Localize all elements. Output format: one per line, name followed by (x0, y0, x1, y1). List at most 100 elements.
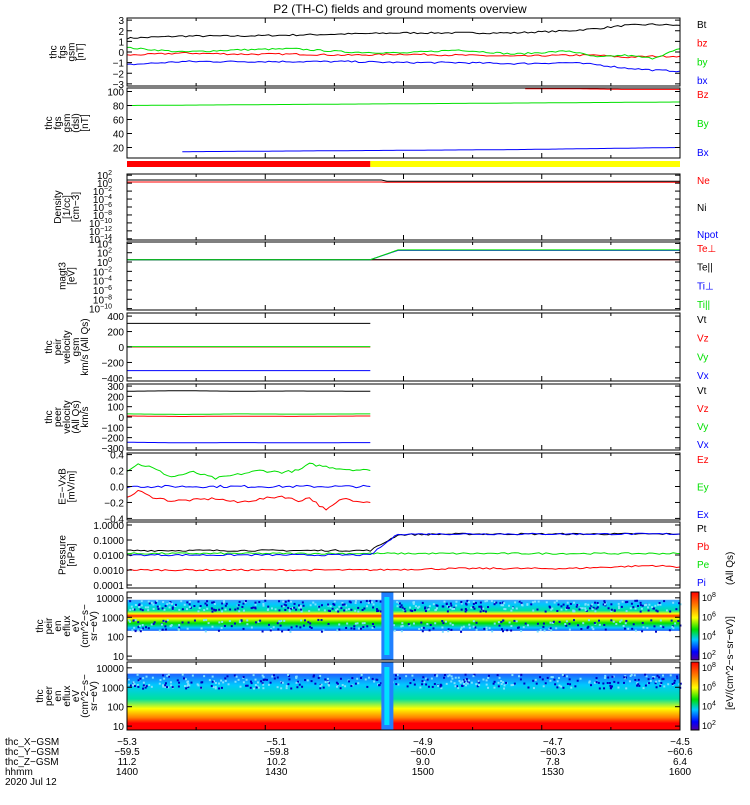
spectrogram-speckle (396, 601, 398, 603)
spectrogram-speckle (255, 684, 257, 686)
spectrogram-speckle (569, 678, 571, 680)
spectrogram-speckle (497, 674, 499, 676)
spectrogram-speckle (540, 629, 542, 631)
spectrogram-speckle (465, 684, 467, 686)
spectrogram-speckle (487, 677, 489, 679)
y-tick-label: 0 (118, 48, 124, 59)
spectrogram-speckle (363, 607, 365, 609)
spectrogram-speckle (353, 625, 355, 627)
spectrogram-speckle (293, 607, 295, 609)
series-line-Vy (127, 414, 370, 415)
spectrogram-speckle (450, 629, 452, 631)
spectrogram-speckle (455, 677, 457, 679)
spectrogram-speckle (562, 687, 564, 689)
spectrogram-speckle (498, 621, 500, 623)
spectrogram-speckle (602, 682, 604, 684)
spectrogram-speckle (262, 603, 264, 605)
spectrogram-speckle (321, 631, 323, 633)
spectrogram-speckle (201, 681, 203, 683)
legend-entry-Pi: Pi (697, 578, 706, 589)
spectrogram-speckle (415, 605, 417, 607)
colorbar-label: [eV/(cm^2−s−sr−eV)] (725, 616, 736, 710)
spectrogram-speckle (429, 629, 431, 631)
spectrogram-speckle (651, 606, 653, 608)
y-tick-label: 1.0000 (93, 521, 124, 532)
spectrogram-speckle (608, 607, 610, 609)
spectrogram-speckle (317, 619, 319, 621)
spectrogram-speckle (443, 677, 445, 679)
y-tick-label: 80 (113, 102, 125, 113)
spectrogram-speckle (584, 607, 586, 609)
spectrogram-speckle (310, 604, 312, 606)
spectrogram-speckle (211, 685, 213, 687)
spectrogram-speckle (239, 601, 241, 603)
spectrogram-speckle (337, 611, 339, 613)
spectrogram-speckle (597, 606, 599, 608)
spectrogram-speckle (480, 611, 482, 613)
spectrogram-speckle (444, 674, 446, 676)
spectrogram-speckle (355, 623, 357, 625)
spectrogram-speckle (166, 686, 168, 688)
spectrogram-speckle (395, 683, 397, 685)
spectrogram-speckle (508, 605, 510, 607)
spectrogram-speckle (505, 682, 507, 684)
spectrogram-speckle (627, 628, 629, 630)
spectrogram-speckle (243, 676, 245, 678)
spectrogram-speckle (314, 603, 316, 605)
spectrogram-speckle (621, 606, 623, 608)
colorbar-tick-label: 106 (702, 681, 716, 692)
spectrogram-speckle (203, 609, 205, 611)
spectrogram-speckle (285, 601, 287, 603)
spectrogram-speckle (669, 629, 671, 631)
spectrogram-speckle (358, 628, 360, 630)
spectrogram-speckle (218, 683, 220, 685)
spectrogram-speckle (588, 619, 590, 621)
figure-title: P2 (TH-C) fields and ground moments over… (273, 2, 527, 16)
spectrogram-speckle (222, 681, 224, 683)
spectrogram-speckle (268, 684, 270, 686)
spectrogram-speckle (535, 679, 537, 681)
spectrogram-speckle (361, 674, 363, 676)
spectrogram-speckle (648, 682, 650, 684)
spectrogram-speckle (178, 624, 180, 626)
spectrogram-speckle (215, 687, 217, 689)
spectrogram-speckle (368, 677, 370, 679)
spectrogram-speckle (564, 623, 566, 625)
spectrogram-speckle (159, 630, 161, 632)
spectrogram-speckle (375, 679, 377, 681)
spectrogram-speckle (275, 608, 277, 610)
spectrogram-speckle (251, 682, 253, 684)
spectrogram-speckle (498, 682, 500, 684)
spectrogram-speckle (520, 678, 522, 680)
spectrogram-speckle (253, 688, 255, 690)
spectrogram-speckle (193, 605, 195, 607)
spectrogram-speckle (465, 674, 467, 676)
spectrogram-speckle (147, 609, 149, 611)
spectrogram-speckle (131, 606, 133, 608)
y-tick-label: 1 (118, 37, 124, 48)
spectrogram-speckle (251, 626, 253, 628)
spectrogram-speckle (190, 682, 192, 684)
spectrogram-speckle (349, 601, 351, 603)
spectrogram-speckle (550, 629, 552, 631)
spectrogram-speckle (650, 619, 652, 621)
spectrogram-speckle (487, 606, 489, 608)
spectrogram-speckle (536, 609, 538, 611)
spectrogram-speckle (368, 602, 370, 604)
spectrogram-speckle (130, 685, 132, 687)
spectrogram-speckle (640, 611, 642, 613)
spectrogram-speckle (499, 625, 501, 627)
spectrogram-speckle (536, 683, 538, 685)
spectrogram-speckle (671, 620, 673, 622)
spectrogram-speckle (461, 627, 463, 629)
spectrogram-speckle (300, 619, 302, 621)
spectrogram-speckle (473, 608, 475, 610)
spectrogram-speckle (663, 600, 665, 602)
spectrogram-speckle (610, 619, 612, 621)
spectrogram-speckle (611, 609, 613, 611)
spectrogram-speckle (169, 606, 171, 608)
spectrogram-speckle (546, 601, 548, 603)
